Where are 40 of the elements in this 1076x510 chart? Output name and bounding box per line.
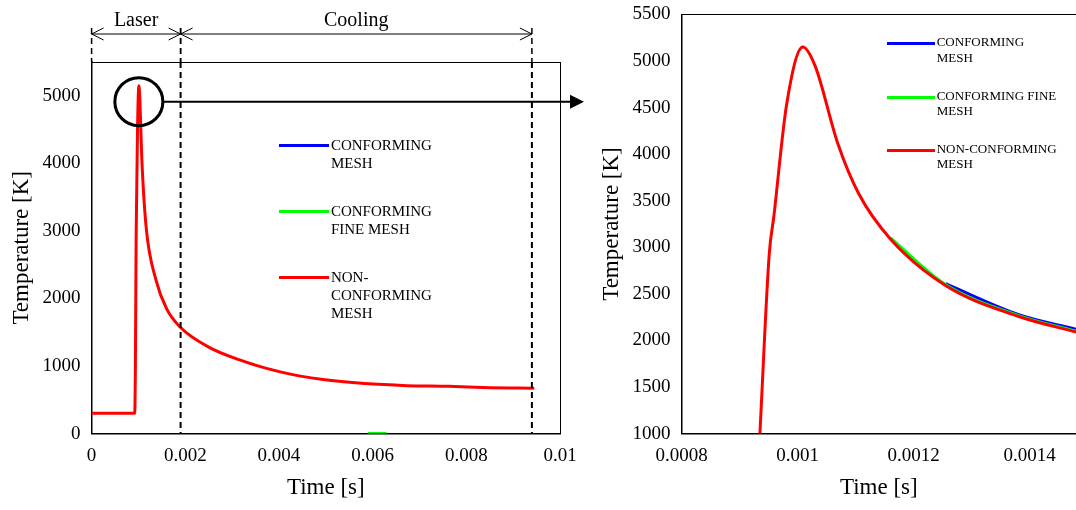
- y-tick-label: 1500: [632, 375, 671, 397]
- y-tick-label: 4500: [632, 95, 671, 117]
- y-tick-label: 2000: [42, 286, 81, 308]
- y-tick-label: 3000: [632, 235, 671, 257]
- legend-label: CONFORMING MESH: [330, 136, 433, 173]
- y-tick-label: 3000: [42, 218, 81, 240]
- y-tick-label: 5000: [42, 83, 81, 105]
- x-tick-label: 0: [86, 443, 97, 465]
- x-tick-label: 0.008: [444, 443, 488, 465]
- y-axis-title: Temperature [K]: [597, 147, 623, 301]
- line-series: [758, 45, 1076, 434]
- x-tick-label: 0.002: [163, 443, 207, 465]
- x-tick-label: 0.004: [257, 443, 301, 465]
- legend-label: NON-CONFORMING MESH: [936, 140, 1057, 172]
- x-tick-label: 0.01: [543, 443, 577, 465]
- y-tick-label: 0: [71, 421, 81, 443]
- x-tick-label: 0.006: [351, 443, 395, 465]
- x-tick-label: 0.0008: [655, 443, 708, 465]
- line-series: [91, 84, 536, 415]
- y-axis-title: Temperature [K]: [7, 171, 33, 325]
- y-tick-label: 5000: [632, 48, 671, 70]
- y-tick-label: 2500: [632, 281, 671, 303]
- y-tick-label: 1000: [632, 421, 671, 443]
- y-tick-label: 1000: [42, 354, 81, 376]
- legend-label: CONFORMING FINE MESH: [330, 202, 433, 239]
- y-tick-label: 5500: [632, 2, 671, 24]
- text: Cooling: [324, 8, 389, 32]
- y-tick-label: 2000: [632, 328, 671, 350]
- y-tick-label: 4000: [42, 151, 81, 173]
- x-axis-title: Time [s]: [839, 474, 918, 500]
- legend-label: CONFORMING FINE MESH: [936, 87, 1057, 119]
- y-tick-label: 3500: [632, 188, 671, 210]
- x-axis-title: Time [s]: [286, 474, 365, 500]
- legend-label: NON-CONFORMING MESH: [330, 268, 433, 323]
- y-tick-label: 4000: [632, 142, 671, 164]
- x-tick-label: 0.001: [776, 443, 819, 465]
- legend-label: CONFORMING MESH: [936, 34, 1026, 66]
- x-tick-label: 0.0014: [1003, 443, 1057, 465]
- x-tick-label: 0.0012: [887, 443, 940, 465]
- text: Laser: [113, 8, 159, 31]
